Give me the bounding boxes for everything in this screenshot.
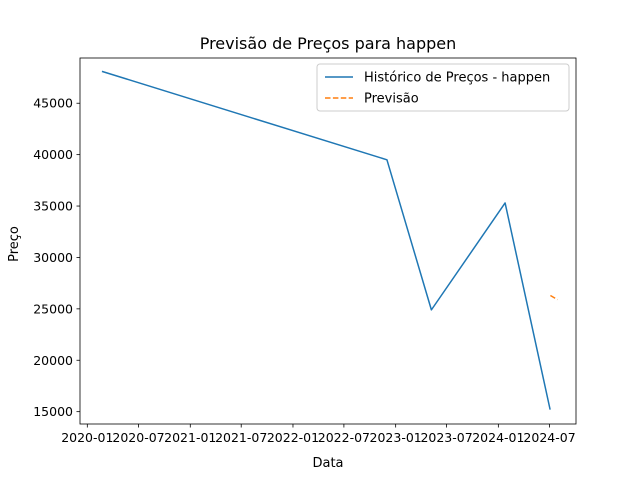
series-line-0 — [101, 70, 551, 410]
x-tick-label: 2020-01 — [61, 430, 113, 445]
y-tick-label: 45000 — [33, 96, 73, 111]
x-tick-label: 2021-07 — [215, 430, 267, 445]
y-tick-label: 25000 — [33, 301, 73, 316]
legend: Histórico de Preços - happen Previsão — [316, 63, 570, 112]
plot-area — [80, 58, 576, 424]
x-tick-label: 2022-07 — [318, 430, 370, 445]
x-tick-label: 2024-07 — [523, 430, 575, 445]
y-tick-label: 30000 — [33, 250, 73, 265]
series-layer — [101, 70, 558, 410]
legend-box — [316, 63, 570, 112]
y-tick-label: 35000 — [33, 199, 73, 214]
legend-label-0: Histórico de Preços - happen — [364, 71, 550, 86]
x-axis-label: Data — [312, 456, 343, 471]
plot-background — [80, 58, 576, 424]
y-tick-label: 40000 — [33, 147, 73, 162]
x-tick-label: 2020-07 — [112, 430, 164, 445]
x-tick-label: 2024-01 — [472, 430, 524, 445]
plot-frame — [79, 57, 577, 425]
chart-title: Previsão de Preços para happen — [200, 34, 457, 53]
x-tick-label: 2021-01 — [164, 430, 216, 445]
x-tick-label: 2023-01 — [370, 430, 422, 445]
y-axis-label: Preço — [7, 226, 22, 262]
x-tick-label: 2023-07 — [420, 430, 472, 445]
series-line-1 — [550, 294, 558, 301]
legend-label-1: Previsão — [364, 92, 419, 107]
y-tick-label: 20000 — [33, 353, 73, 368]
x-tick-label: 2022-01 — [267, 430, 319, 445]
y-tick-label: 15000 — [33, 404, 73, 419]
